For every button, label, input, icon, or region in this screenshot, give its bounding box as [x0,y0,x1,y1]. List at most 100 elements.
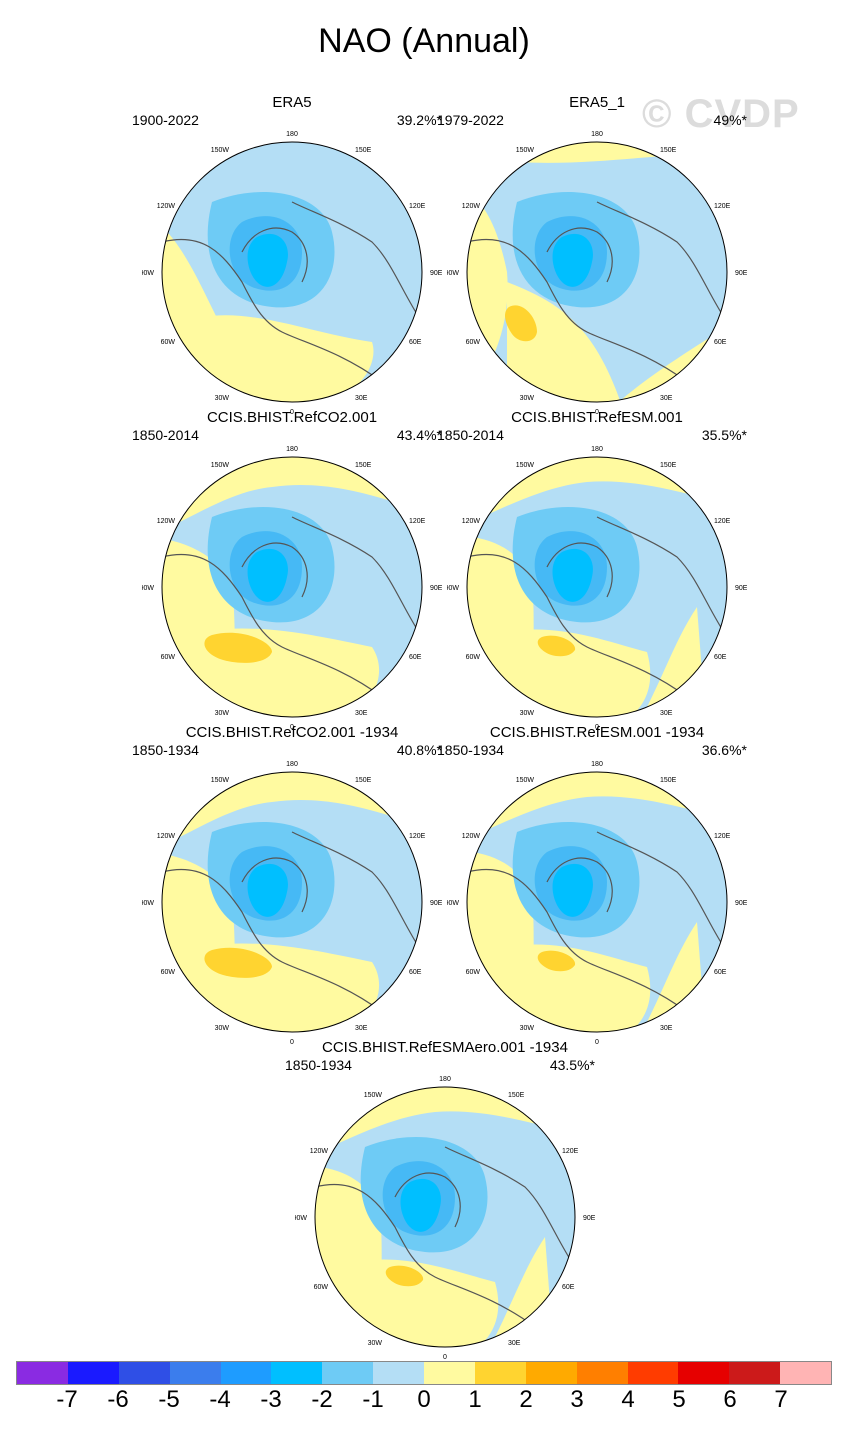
axis-label-ull: 150W [364,1092,383,1099]
axis-label-ull: 150W [211,462,230,469]
axis-label-top: 180 [591,131,603,138]
axis-label-lrr: 30E [660,1025,673,1032]
axis-label-top: 180 [286,131,298,138]
colorbar-cell [220,1362,272,1384]
axis-label-lll: 30W [520,1025,535,1032]
axis-label-lll: 30W [520,710,535,717]
colorbar-label: 4 [621,1386,635,1413]
colorbar-label: -1 [362,1386,384,1413]
map-panel: CCIS.BHIST.RefESM.001 -1934 1850-1934 36.6… [437,724,747,1052]
axis-label-lrr: 30E [508,1340,521,1347]
axis-label-bottom: 0 [290,1039,294,1046]
axis-label-ull: 150W [516,777,535,784]
axis-label-ul: 120W [157,203,176,210]
panel-percent: 39.2%* [396,112,442,128]
axis-label-top: 180 [286,446,298,453]
axis-label-lll: 30W [520,395,535,402]
panel-title: CCIS.BHIST.RefCO2.001 -1934 [185,724,399,741]
axis-label-ull: 150W [516,147,535,154]
axis-label-top: 180 [439,1076,451,1083]
axis-label-top: 180 [286,761,298,768]
axis-label-left: 90W [142,900,154,907]
colorbar-cell [424,1362,475,1384]
map-panel: CCIS.BHIST.RefESM.001 1850-2014 35.5%* 180 0… [437,409,747,737]
axis-label-urr: 150E [508,1092,525,1099]
map-panel: CCIS.BHIST.RefESMAero.001 -1934 1850-1934… [285,1039,595,1367]
colorbar-cell [373,1362,424,1384]
axis-label-ll: 60W [161,969,176,976]
axis-label-lr: 60E [562,1284,575,1291]
axis-label-top: 180 [591,446,603,453]
panel-percent: 35.5%* [701,427,747,443]
axis-label-ull: 150W [211,147,230,154]
axis-label-bottom: 0 [595,1039,599,1046]
colorbar-cell [67,1362,119,1384]
axis-label-ull: 150W [211,777,230,784]
axis-label-right: 90E [430,270,442,277]
axis-label-ur: 120E [714,833,731,840]
axis-label-left: 90W [142,585,154,592]
axis-label-ur: 120E [409,833,426,840]
axis-label-lrr: 30E [660,395,673,402]
colorbar-cell [169,1362,221,1384]
colorbar-cell [118,1362,170,1384]
panel-years: 1979-2022 [437,112,504,128]
panel-percent: 43.4%* [396,427,442,443]
panel-years: 1850-2014 [437,427,504,443]
panel-title: ERA5_1 [569,94,625,111]
axis-label-ur: 120E [409,203,426,210]
colorbar-label: 0 [417,1386,431,1413]
panel-percent: 40.8%* [396,742,442,758]
axis-label-bottom: 0 [595,724,599,731]
axis-label-ll: 60W [161,654,176,661]
colorbar-label: -5 [158,1386,180,1413]
colorbar-cell [576,1362,628,1384]
panel-title: CCIS.BHIST.RefESM.001 [511,409,683,426]
axis-label-lr: 60E [409,654,422,661]
axis-label-top: 180 [591,761,603,768]
colorbar-label: -2 [311,1386,333,1413]
colorbar-cell [17,1362,68,1384]
panel-years: 1900-2022 [132,112,199,128]
axis-label-urr: 150E [355,462,372,469]
colorbar-cell [474,1362,526,1384]
panel-years: 1850-1934 [285,1057,352,1073]
axis-label-lrr: 30E [660,710,673,717]
axis-label-left: 90W [447,270,459,277]
colorbar-cell [271,1362,323,1384]
colorbar-label: 7 [774,1386,788,1413]
axis-label-ul: 120W [462,518,481,525]
colorbar [16,1361,832,1385]
colorbar-labels: -7 -6 -5 -4 -3 -2 -1 0 1 2 3 4 5 6 7 [0,1386,848,1416]
colorbar-cell [525,1362,577,1384]
axis-label-ul: 120W [157,833,176,840]
axis-label-ul: 120W [462,833,481,840]
map-panel: CCIS.BHIST.RefCO2.001 -1934 1850-1934 40.8… [132,724,442,1052]
figure-title: NAO (Annual) [318,22,530,60]
panel-title: CCIS.BHIST.RefESM.001 -1934 [489,724,705,741]
colorbar-cell [780,1362,831,1384]
panel-title: CCIS.BHIST.RefESMAero.001 -1934 [322,1039,568,1056]
axis-label-ll: 60W [314,1284,329,1291]
panel-years: 1850-1934 [132,742,199,758]
panel-percent: 43.5%* [549,1057,595,1073]
colorbar-label: 1 [468,1386,482,1413]
axis-label-lll: 30W [368,1340,383,1347]
axis-label-right: 90E [583,1215,595,1222]
axis-label-bottom: 0 [595,409,599,416]
axis-label-ul: 120W [462,203,481,210]
axis-label-left: 90W [447,900,459,907]
axis-label-left: 90W [142,270,154,277]
panel-percent: 36.6%* [701,742,747,758]
axis-label-right: 90E [735,900,747,907]
axis-label-left: 90W [447,585,459,592]
axis-label-right: 90E [735,270,747,277]
axis-label-bottom: 0 [443,1354,447,1361]
panel-title: ERA5 [272,94,312,111]
axis-label-ll: 60W [466,339,481,346]
axis-label-urr: 150E [355,147,372,154]
axis-label-lll: 30W [215,1025,230,1032]
panel-title: CCIS.BHIST.RefCO2.001 [206,409,378,426]
axis-label-lr: 60E [409,339,422,346]
colorbar-label: -6 [107,1386,129,1413]
